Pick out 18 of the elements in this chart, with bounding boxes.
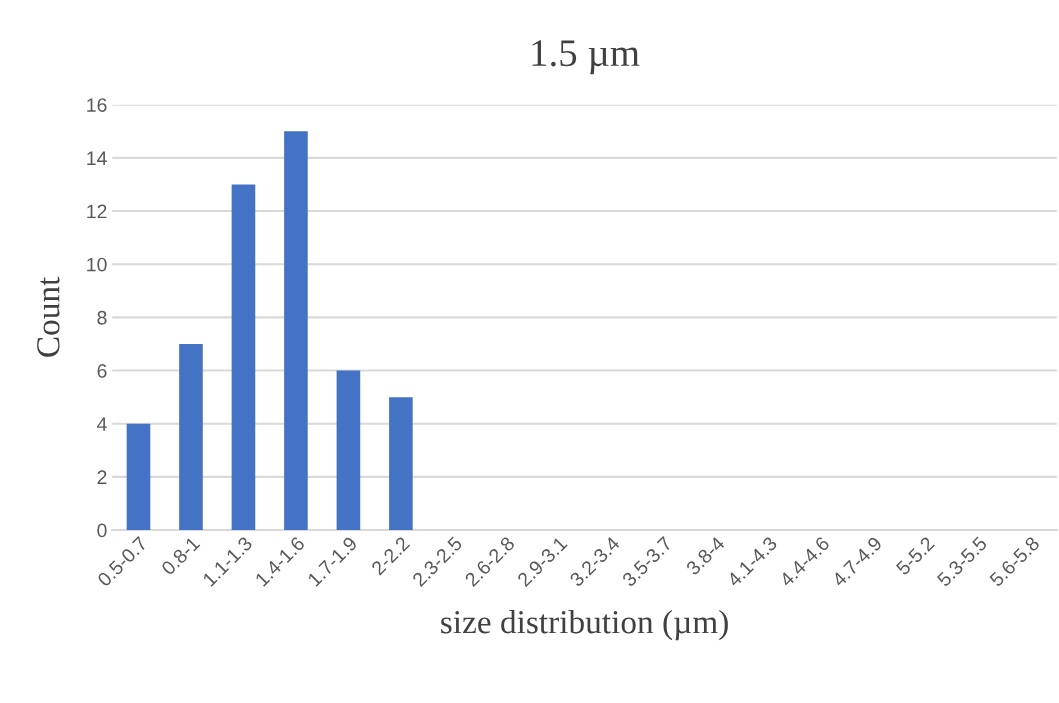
chart-title: 1.5 µm bbox=[532, 40, 640, 75]
y-tick-label: 14 bbox=[87, 151, 107, 165]
bar bbox=[284, 131, 308, 531]
y-tick-label: 2 bbox=[97, 470, 107, 484]
bar bbox=[389, 397, 413, 531]
y-tick-label: 12 bbox=[87, 204, 107, 219]
y-tick-label: 4 bbox=[97, 417, 107, 431]
y-tick-label: 0 bbox=[97, 523, 107, 538]
y-tick-label: 6 bbox=[97, 364, 107, 378]
y-tick-label: 8 bbox=[97, 310, 107, 325]
y-axis-title: Count bbox=[37, 276, 60, 357]
bar bbox=[126, 423, 151, 531]
y-tick-label: 16 bbox=[87, 98, 107, 112]
bar bbox=[179, 343, 203, 531]
x-axis-title: size distribution (µm) bbox=[441, 609, 728, 641]
bar bbox=[231, 184, 256, 531]
bar bbox=[336, 370, 361, 531]
y-tick-label: 10 bbox=[87, 257, 107, 272]
